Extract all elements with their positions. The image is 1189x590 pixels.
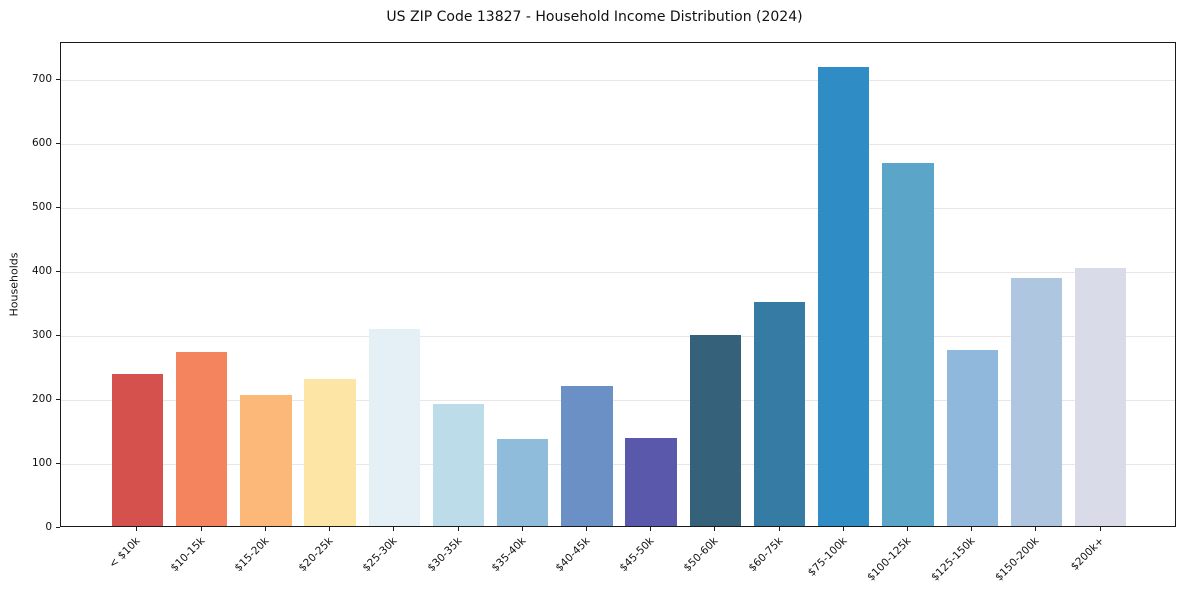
y-tick-mark-200 [56,399,60,400]
bar-$35-40k [497,439,549,526]
x-tick-mark-$25-30k [393,527,395,531]
x-tick-mark-$15-20k [264,527,266,531]
y-tick-mark-700 [56,79,60,81]
gridline-600 [61,144,1175,146]
bar-< $10k [111,373,164,526]
x-tick-mark-$60-75k [778,527,780,531]
plot-area [60,42,1176,527]
bar-$15-20k [240,394,292,526]
y-tick-label-600: 600 [31,137,52,150]
bar-$30-35k [432,403,485,526]
y-tick-mark-600 [56,143,60,145]
x-tick-mark-$125-150k [971,527,973,531]
y-tick-mark-0 [56,527,60,528]
y-tick-label-300: 300 [31,329,52,341]
bar-$100-125k [882,163,934,526]
bar-$40-45k [561,385,613,526]
y-tick-label-200: 200 [31,393,52,405]
x-tick-label-< $10k: < $10k [107,535,143,571]
x-tick-mark-$100-125k [907,527,908,531]
x-tick-mark-$150-200k [1035,527,1037,531]
gridline-100 [61,464,1175,465]
bar-$45-50k [625,437,677,526]
y-tick-label-700: 700 [31,73,52,86]
gridline-400 [61,272,1175,274]
gridline-200 [61,400,1175,401]
x-tick-mark-$35-40k [521,527,523,531]
x-tick-mark-$50-60k [714,527,716,531]
y-tick-mark-500 [56,207,60,209]
y-axis-title: Households [7,252,21,317]
x-tick-mark-$10-15k [200,527,202,531]
bar-$75-100k [818,67,870,526]
x-tick-mark-$40-45k [585,527,587,531]
chart-title: US ZIP Code 13827 - Household Income Dis… [386,9,803,25]
y-tick-label-500: 500 [31,201,52,214]
bar-$25-30k [368,328,420,526]
y-tick-mark-100 [56,463,60,464]
bar-$10-15k [175,352,228,526]
y-tick-label-400: 400 [31,265,52,278]
bar-$200k+ [1074,268,1127,526]
x-tick-mark-$20-25k [329,527,330,531]
bar-$20-25k [304,378,356,526]
bar-$150-200k [1010,277,1063,526]
bar-$50-60k [689,335,741,526]
y-tick-mark-300 [56,335,60,336]
gridline-500 [61,208,1175,210]
x-tick-mark-$200k+ [1099,527,1101,531]
x-tick-mark-$30-35k [457,527,459,531]
x-tick-mark-< $10k [136,527,138,531]
bar-$125-150k [946,350,998,526]
y-tick-mark-400 [56,271,60,273]
bar-$60-75k [753,302,806,526]
gridline-700 [61,80,1175,82]
y-tick-label-100: 100 [31,457,52,469]
y-tick-label-0: 0 [45,521,52,533]
gridline-300 [61,336,1175,337]
x-tick-mark-$45-50k [650,527,652,531]
x-tick-mark-$75-100k [842,527,844,531]
